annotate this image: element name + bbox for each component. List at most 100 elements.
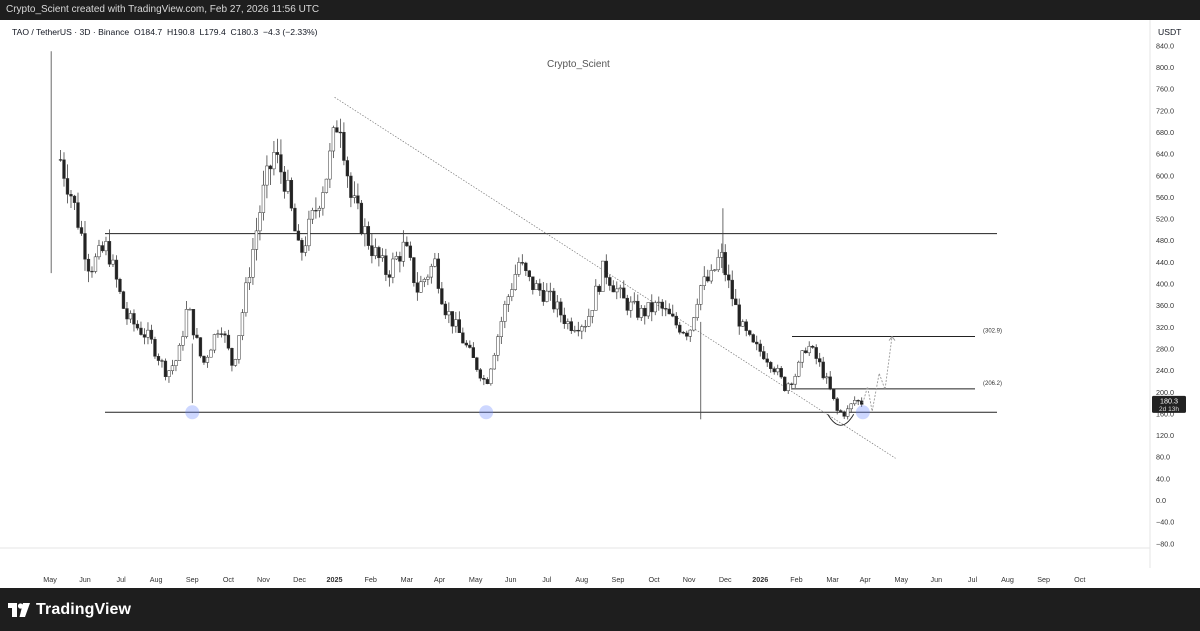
candle-up[interactable] bbox=[394, 256, 399, 260]
candle-down[interactable] bbox=[597, 285, 601, 292]
candle-up[interactable] bbox=[583, 325, 587, 328]
candle-up[interactable] bbox=[695, 304, 699, 318]
candle-down[interactable] bbox=[622, 287, 626, 299]
candle-up[interactable] bbox=[307, 218, 311, 247]
candle-down[interactable] bbox=[828, 376, 832, 390]
candle-down[interactable] bbox=[650, 302, 654, 313]
candle-down[interactable] bbox=[69, 194, 73, 197]
candle-down[interactable] bbox=[156, 356, 161, 361]
candle-down[interactable] bbox=[839, 410, 843, 413]
candle-up[interactable] bbox=[632, 300, 636, 303]
candle-up[interactable] bbox=[454, 319, 458, 327]
candle-down[interactable] bbox=[342, 131, 346, 161]
candle-down[interactable] bbox=[191, 309, 196, 336]
candle-up[interactable] bbox=[566, 321, 570, 324]
candle-up[interactable] bbox=[646, 302, 650, 317]
candle-up[interactable] bbox=[209, 349, 213, 358]
candle-down[interactable] bbox=[538, 283, 542, 291]
candle-down[interactable] bbox=[772, 368, 776, 373]
candle-down[interactable] bbox=[107, 241, 112, 265]
candle-up[interactable] bbox=[324, 178, 329, 193]
candle-up[interactable] bbox=[510, 289, 514, 297]
candle-down[interactable] bbox=[457, 319, 461, 333]
candle-down[interactable] bbox=[482, 378, 486, 380]
candle-up[interactable] bbox=[254, 230, 259, 250]
candle-up[interactable] bbox=[447, 311, 451, 316]
candle-down[interactable] bbox=[671, 313, 675, 317]
candle-up[interactable] bbox=[618, 287, 622, 290]
candle-down[interactable] bbox=[377, 247, 381, 259]
candle-up[interactable] bbox=[492, 355, 496, 370]
candle-up[interactable] bbox=[177, 345, 182, 361]
candle-down[interactable] bbox=[475, 357, 479, 370]
candle-down[interactable] bbox=[664, 308, 668, 310]
candle-up[interactable] bbox=[807, 345, 811, 354]
candle-up[interactable] bbox=[699, 285, 703, 305]
candle-down[interactable] bbox=[821, 361, 825, 379]
candle-down[interactable] bbox=[814, 347, 818, 359]
candle-down[interactable] bbox=[835, 398, 839, 411]
candle-up[interactable] bbox=[303, 245, 308, 253]
candle-up[interactable] bbox=[615, 288, 619, 293]
candle-down[interactable] bbox=[100, 245, 105, 252]
candle-up[interactable] bbox=[331, 127, 336, 152]
candle-up[interactable] bbox=[244, 282, 248, 313]
chart-plot[interactable]: 840.0 800.0 760.0 720.0 680.0 640.0 600.0 560.0… bbox=[0, 20, 1200, 588]
candle-down[interactable] bbox=[559, 301, 563, 316]
descending-trendline[interactable] bbox=[334, 96, 896, 459]
candle-up[interactable] bbox=[709, 270, 713, 282]
candle-up[interactable] bbox=[716, 257, 720, 271]
candle-down[interactable] bbox=[163, 360, 168, 377]
candle-down[interactable] bbox=[625, 297, 629, 311]
candle-down[interactable] bbox=[856, 400, 860, 402]
candle-down[interactable] bbox=[118, 279, 122, 292]
candle-down[interactable] bbox=[748, 330, 752, 335]
candle-down[interactable] bbox=[783, 376, 787, 391]
candle-down[interactable] bbox=[135, 323, 140, 329]
candle-down[interactable] bbox=[804, 350, 808, 354]
candle-down[interactable] bbox=[779, 368, 783, 378]
candle-up[interactable] bbox=[237, 335, 241, 360]
candle-up[interactable] bbox=[174, 360, 178, 366]
chart-canvas[interactable]: 840.0 800.0 760.0 720.0 680.0 640.0 600.0 560.0… bbox=[0, 20, 1200, 588]
candle-down[interactable] bbox=[83, 233, 87, 260]
candle-down[interactable] bbox=[485, 379, 489, 384]
candle-down[interactable] bbox=[86, 258, 91, 272]
candle-up[interactable] bbox=[548, 290, 552, 293]
candle-down[interactable] bbox=[755, 341, 759, 345]
candle-down[interactable] bbox=[678, 324, 682, 333]
candle-down[interactable] bbox=[842, 411, 846, 417]
candle-up[interactable] bbox=[93, 256, 98, 272]
candle-down[interactable] bbox=[76, 202, 80, 228]
candle-up[interactable] bbox=[170, 365, 175, 371]
candle-up[interactable] bbox=[146, 329, 150, 338]
candle-down[interactable] bbox=[461, 332, 465, 344]
candle-down[interactable] bbox=[440, 288, 444, 305]
candle-up[interactable] bbox=[587, 316, 591, 327]
currency-label[interactable]: USDT bbox=[1158, 27, 1182, 37]
candle-up[interactable] bbox=[261, 184, 266, 213]
candle-up[interactable] bbox=[401, 241, 406, 262]
candle-down[interactable] bbox=[149, 329, 154, 340]
candle-up[interactable] bbox=[265, 165, 269, 186]
candle-down[interactable] bbox=[541, 289, 545, 302]
candle-up[interactable] bbox=[503, 304, 507, 322]
candle-up[interactable] bbox=[422, 279, 427, 283]
candle-down[interactable] bbox=[79, 227, 84, 234]
candle-up[interactable] bbox=[555, 301, 559, 310]
candle-up[interactable] bbox=[205, 356, 210, 363]
candle-down[interactable] bbox=[132, 313, 136, 325]
candle-down[interactable] bbox=[734, 298, 738, 306]
candle-down[interactable] bbox=[685, 332, 689, 337]
candle-down[interactable] bbox=[667, 308, 671, 315]
candle-down[interactable] bbox=[412, 257, 416, 283]
candle-up[interactable] bbox=[545, 290, 549, 302]
candle-down[interactable] bbox=[90, 270, 94, 273]
candle-up[interactable] bbox=[496, 336, 500, 356]
candle-up[interactable] bbox=[240, 312, 245, 336]
candle-up[interactable] bbox=[797, 361, 801, 377]
candle-up[interactable] bbox=[251, 249, 255, 278]
candle-up[interactable] bbox=[853, 400, 857, 405]
candle-up[interactable] bbox=[373, 247, 378, 257]
candle-down[interactable] bbox=[524, 262, 528, 271]
